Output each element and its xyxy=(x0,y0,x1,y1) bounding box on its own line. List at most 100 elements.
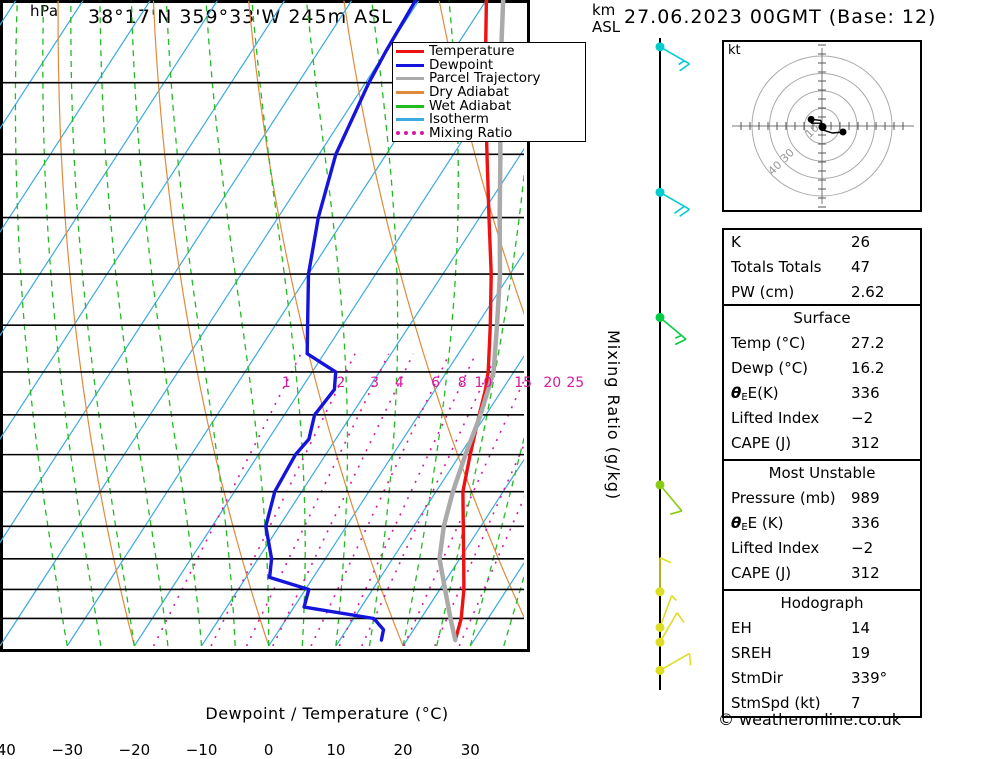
mixing-ratio-label: 3 xyxy=(370,374,380,391)
legend-swatch-mixing-ratio xyxy=(396,131,424,136)
temperature-tick-label: 0 xyxy=(263,741,274,759)
wind-barb xyxy=(655,594,677,632)
legend-item: Dry Adiabat xyxy=(396,84,582,101)
table-row-key: PW (cm) xyxy=(731,283,795,301)
legend-label: Wet Adiabat xyxy=(429,97,512,114)
table-row-key: CAPE (J) xyxy=(731,434,792,452)
table-row: SREH 19 xyxy=(724,641,920,666)
table-row-key: Lifted Index xyxy=(731,409,820,427)
table-row-value: −2 xyxy=(851,409,874,427)
legend-label: Temperature xyxy=(429,43,515,60)
table-row-key: StmDir xyxy=(731,669,783,687)
table-row-key: Temp (°C) xyxy=(731,334,806,352)
mixing-ratio-label: 2 xyxy=(336,374,346,391)
table-row: θEE(K) 336 xyxy=(724,381,920,406)
temperature-tick-label: 10 xyxy=(326,741,346,759)
table-row: Dewp (°C) 16.2 xyxy=(724,356,920,381)
legend-swatch-temperature xyxy=(396,50,424,54)
table-row-value: 27.2 xyxy=(851,334,885,352)
table-row-value: 47 xyxy=(851,258,871,276)
table-row-key: StmSpd (kt) xyxy=(731,694,821,712)
table-row-key: Lifted Index xyxy=(731,539,820,557)
table-row-value: −2 xyxy=(851,539,874,557)
hodograph-ring-label: 10 xyxy=(803,121,822,140)
temperature-tick-label: −40 xyxy=(0,741,16,759)
height-unit-line1: km xyxy=(592,1,616,19)
legend-item: Parcel Trajectory xyxy=(396,72,582,86)
mixing-ratio-label: 25 xyxy=(566,374,585,391)
table-row-value: 16.2 xyxy=(851,359,885,377)
legend-label: Isotherm xyxy=(429,111,489,128)
table-row-key: SREH xyxy=(731,644,772,662)
skewt-svg xyxy=(0,0,524,646)
legend-label: Parcel Trajectory xyxy=(429,70,541,87)
table-row: θEE (K) 336 xyxy=(724,511,920,536)
wind-barb xyxy=(655,556,672,597)
table-row-value: 2.62 xyxy=(851,283,885,301)
wind-barb xyxy=(655,612,685,647)
legend-swatch-isotherm xyxy=(396,118,424,122)
wind-barb xyxy=(655,42,690,72)
legend-label: Dewpoint xyxy=(429,56,494,73)
table-row-key: θEE (K) xyxy=(731,514,784,533)
mixing-ratio-label: 1 xyxy=(281,374,291,391)
x-axis-label: Dewpoint / Temperature (°C) xyxy=(205,704,449,723)
height-unit-line2: ASL xyxy=(592,18,621,36)
wind-barb xyxy=(655,187,690,218)
table-row-value: 336 xyxy=(851,384,880,402)
legend-item: Wet Adiabat xyxy=(396,99,582,113)
table-row: K 26 xyxy=(724,230,920,255)
temperature-tick-label: −10 xyxy=(185,741,218,759)
table-row-key: Totals Totals xyxy=(731,258,822,276)
table-row-value: 14 xyxy=(851,619,871,637)
mixing-ratio-label: 8 xyxy=(457,374,467,391)
legend-label: Dry Adiabat xyxy=(429,84,509,101)
legend-item: Mixing Ratio xyxy=(396,124,582,141)
table-header: Surface xyxy=(793,309,851,327)
table-row: StmDir 339° xyxy=(724,666,920,691)
hodograph-ring-label: 40 xyxy=(765,159,784,178)
basic-indices-table: K 26 Totals Totals 47 PW (cm) 2.62 xyxy=(722,228,922,307)
temperature-tick-label: −30 xyxy=(51,741,83,759)
skewt-plot-inner: 1 2 3 4 6 8 10 15 20 25 xyxy=(0,0,585,646)
temperature-tick-label: 20 xyxy=(393,741,413,759)
mixing-ratio-label: 6 xyxy=(431,374,441,391)
table-header: Hodograph xyxy=(780,594,864,612)
legend-item: Isotherm xyxy=(396,113,582,127)
mixing-ratio-axis-label: Mixing Ratio (g/kg) xyxy=(604,330,623,501)
wind-barb xyxy=(655,480,683,515)
legend-swatch-dry-adiabat xyxy=(396,91,424,95)
legend-swatch-dewpoint xyxy=(396,63,424,67)
legend-swatch-wet-adiabat xyxy=(396,104,424,108)
legend-item: Temperature xyxy=(396,45,582,59)
mixing-ratio-label: 10 xyxy=(474,374,493,391)
legend-item: Dewpoint xyxy=(396,56,582,73)
surface-table: Surface Temp (°C) 27.2 Dewp (°C) 16.2 θEE(K) 3… xyxy=(722,304,922,483)
table-row: Pressure (mb) 989 xyxy=(724,486,920,511)
temperature-tick-label: 30 xyxy=(460,741,480,759)
table-row: CAPE (J) 312 xyxy=(724,561,920,586)
legend-label: Mixing Ratio xyxy=(429,124,513,141)
hodograph-ring-label: 30 xyxy=(778,146,797,165)
table-row: Lifted Index −2 xyxy=(724,406,920,431)
table-row: Temp (°C) 27.2 xyxy=(724,331,920,356)
table-row-value: 26 xyxy=(851,233,871,251)
table-row: EH 14 xyxy=(724,616,920,641)
run-title: 27.06.2023 00GMT (Base: 12) xyxy=(624,6,937,28)
table-row-value: 339° xyxy=(851,669,888,687)
hodograph[interactable]: kt 10 30 40 xyxy=(722,40,922,212)
table-row-value: 989 xyxy=(851,489,880,507)
table-row: Lifted Index −2 xyxy=(724,536,920,561)
table-row: StmSpd (kt) 7 xyxy=(724,691,920,716)
wind-barb xyxy=(655,312,687,346)
table-header: Most Unstable xyxy=(768,464,876,482)
pressure-unit-label: hPa xyxy=(30,2,59,20)
table-row: CAPE (J) 312 xyxy=(724,431,920,456)
mixing-ratio-label: 15 xyxy=(514,374,533,391)
mixing-ratio-label: 20 xyxy=(543,374,562,391)
legend: Temperature Dewpoint Parcel Trajectory Dry … xyxy=(392,42,586,142)
table-row-key: EH xyxy=(731,619,752,637)
table-row-value: 19 xyxy=(851,644,871,662)
